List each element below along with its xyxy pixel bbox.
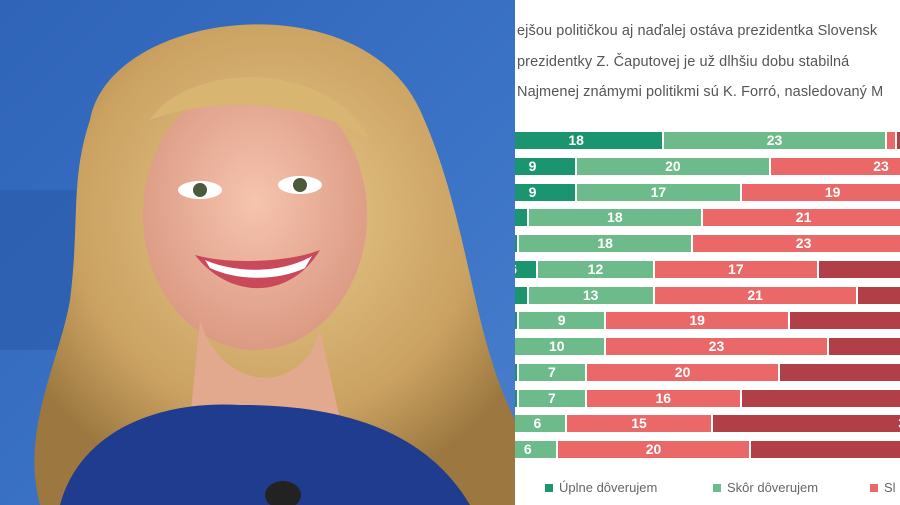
bar-skor-doverujem: 7 bbox=[519, 389, 585, 407]
bar-vobec-nedoverujem bbox=[741, 389, 900, 407]
bar-skor-doverujem: 12 bbox=[538, 260, 653, 278]
bar-row: 18 23 bbox=[515, 235, 900, 252]
bar-skor-doverujem: 23 bbox=[664, 132, 885, 149]
article-text-line-1: ejšou političkou aj naďalej ostáva prezi… bbox=[517, 23, 878, 39]
bar-uplne-doverujem: 18 bbox=[515, 132, 663, 149]
bar-row: 13 21 bbox=[515, 286, 900, 304]
legend-swatch bbox=[713, 483, 721, 492]
bar-vobec-nedoverujem bbox=[828, 338, 900, 355]
bar-uplne-doverujem bbox=[515, 389, 518, 407]
bar-skor-doverujem: 10 bbox=[515, 338, 605, 355]
bar-uplne-doverujem: 9 bbox=[515, 183, 576, 201]
bar-vobec-nedoverujem bbox=[790, 312, 900, 330]
bar-uplne-doverujem bbox=[515, 235, 518, 252]
bar-skor-nedoverujem bbox=[886, 132, 895, 149]
bar-row: 7 20 bbox=[515, 363, 900, 381]
legend-swatch bbox=[545, 483, 553, 492]
legend-label: Úplne dôverujem bbox=[559, 480, 658, 495]
bar-skor-doverujem: 20 bbox=[577, 157, 769, 175]
bar-row: 10 23 bbox=[515, 338, 900, 355]
legend-label: Skôr dôverujem bbox=[727, 480, 819, 495]
bar-uplne-doverujem: 9 bbox=[515, 157, 576, 175]
bar-skor-nedoverujem: 19 bbox=[741, 183, 900, 201]
bar-vobec-nedoverujem: 3 bbox=[712, 415, 900, 433]
bar-uplne-doverujem bbox=[515, 312, 518, 330]
legend-swatch bbox=[870, 483, 878, 492]
bar-skor-doverujem: 17 bbox=[577, 183, 740, 201]
bar-skor-doverujem: 6 bbox=[515, 415, 566, 433]
bar-skor-doverujem: 13 bbox=[528, 286, 653, 304]
bar-skor-nedoverujem: 20 bbox=[586, 363, 779, 381]
bar-row: 6 20 bbox=[515, 441, 900, 458]
article-text-line-3: Najmenej známymi politikmi sú K. Forró, … bbox=[517, 84, 884, 100]
bar-skor-nedoverujem: 15 bbox=[567, 415, 711, 433]
bar-skor-doverujem: 7 bbox=[519, 363, 585, 381]
bar-row: 9 19 bbox=[515, 312, 900, 330]
bar-skor-nedoverujem: 20 bbox=[557, 441, 750, 458]
bar-vobec-nedoverujem bbox=[819, 260, 900, 278]
bar-row: 61217 bbox=[515, 260, 900, 278]
bar-skor-nedoverujem: 19 bbox=[606, 312, 789, 330]
trust-chart: ejšou političkou aj naďalej ostáva prezi… bbox=[515, 0, 900, 505]
bar-row: 9 20 23 bbox=[515, 157, 900, 175]
bar-skor-nedoverujem: 16 bbox=[586, 389, 740, 407]
bar-vobec-nedoverujem bbox=[751, 441, 900, 458]
bar-vobec-nedoverujem bbox=[896, 132, 900, 149]
bar-vobec-nedoverujem bbox=[780, 363, 900, 381]
bar-skor-nedoverujem: 17 bbox=[654, 260, 818, 278]
bar-uplne-doverujem bbox=[515, 363, 518, 381]
article-text-line-2: prezidentky Z. Čaputovej je už dlhšiu do… bbox=[517, 54, 850, 70]
bar-skor-doverujem: 6 bbox=[515, 441, 556, 458]
bar-skor-nedoverujem: 23 bbox=[693, 235, 900, 252]
portrait-image bbox=[0, 0, 515, 505]
photo-zuzana-caputova bbox=[0, 0, 515, 505]
legend-item-skor: Skôr dôverujem bbox=[713, 480, 818, 495]
bar-skor-nedoverujem: 23 bbox=[606, 338, 827, 355]
bar-row: 9 17 19 bbox=[515, 183, 900, 201]
bar-row: 7 16 bbox=[515, 389, 900, 407]
bar-row: 6153 bbox=[515, 415, 900, 433]
bar-skor-doverujem: 18 bbox=[528, 209, 701, 227]
bar-skor-nedoverujem: 23 bbox=[770, 157, 900, 175]
bar-skor-nedoverujem: 21 bbox=[702, 209, 900, 227]
bar-uplne-doverujem: 6 bbox=[515, 260, 537, 278]
bar-uplne-doverujem bbox=[515, 209, 527, 227]
bar-vobec-nedoverujem bbox=[857, 286, 900, 304]
bar-uplne-doverujem bbox=[515, 286, 527, 304]
bar-skor-doverujem: 9 bbox=[519, 312, 605, 330]
bar-skor-doverujem: 18 bbox=[519, 235, 692, 252]
legend-item-uplne: Úplne dôverujem bbox=[545, 480, 657, 495]
bar-row: 18 23 bbox=[515, 132, 900, 149]
bar-row: 18 21 bbox=[515, 209, 900, 227]
legend-label: Sl bbox=[884, 480, 896, 495]
bar-skor-nedoverujem: 21 bbox=[654, 286, 856, 304]
legend-item-skor-nie: Sl bbox=[870, 480, 896, 495]
